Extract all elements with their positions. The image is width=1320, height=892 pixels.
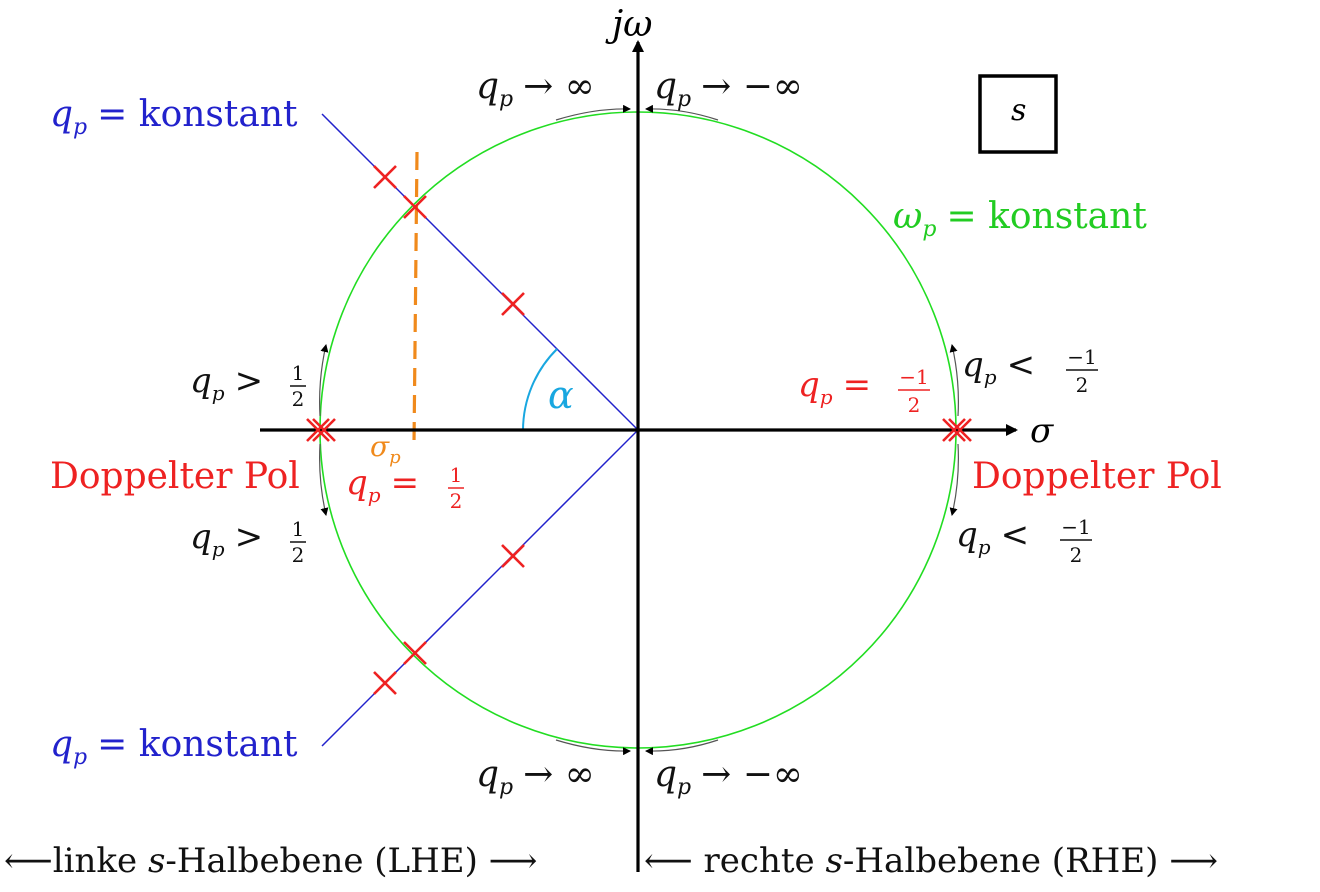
s-plane-box: [978, 74, 1058, 154]
svg-text:qp→ −∞: qp → −∞: [654, 66, 803, 112]
svg-text:ωp= konstant: ωp = konstant: [893, 196, 1147, 242]
svg-text:2: 2: [292, 543, 305, 567]
pole-x: [403, 195, 427, 219]
svg-text:1: 1: [450, 463, 463, 487]
svg-text:−1: −1: [1067, 345, 1096, 369]
svg-text:qp<: qp <: [956, 515, 1029, 559]
svg-text:qp=: qp =: [798, 365, 871, 409]
pole-x: [501, 292, 525, 316]
s-plane-label: s: [1011, 93, 1026, 128]
left-arc-upper: [319, 344, 329, 417]
svg-text:2: 2: [1076, 373, 1089, 397]
svg-text:σp: σp: [370, 430, 401, 468]
svg-text:−1: −1: [899, 365, 928, 389]
svg-text:⟵linke s-Halbebene (LHE) ⟶: ⟵linke s-Halbebene (LHE) ⟶: [4, 841, 537, 881]
double-pole-left-x: [306, 418, 336, 442]
top-arc-right: [645, 104, 719, 121]
pole-x: [403, 641, 427, 665]
svg-text:qp= konstant: qp = konstant: [50, 724, 298, 770]
right-annotation-upper: qp < −1 2: [962, 345, 1098, 397]
poles: [306, 165, 972, 695]
top-annotation-left: qp → ∞: [476, 66, 595, 112]
alpha-label: α: [548, 373, 574, 417]
top-arc-left: [555, 104, 631, 121]
double-pole-right-label: Doppelter Pol qp = −1 2: [798, 365, 1222, 497]
svg-text:1: 1: [292, 517, 305, 541]
qp-line-lower: [321, 429, 639, 747]
left-arc-lower: [319, 443, 329, 516]
sigma-p-line: [412, 151, 419, 445]
svg-text:−1: −1: [1061, 515, 1090, 539]
jomega-label: jω: [605, 4, 653, 45]
svg-text:2: 2: [450, 489, 463, 513]
bottom-arc-left: [555, 739, 631, 756]
svg-text:2: 2: [292, 387, 305, 411]
svg-text:qp>: qp >: [190, 517, 263, 561]
right-arc-lower: [949, 443, 959, 516]
qp-line-upper: [321, 113, 639, 431]
sigma-p-label: σp: [370, 430, 401, 468]
svg-text:⟵ rechte s-Halbebene (RHE) ⟶: ⟵ rechte s-Halbebene (RHE) ⟶: [644, 841, 1218, 881]
svg-text:qp<: qp <: [962, 345, 1035, 389]
pole-x: [373, 671, 397, 695]
svg-text:qp>: qp >: [190, 361, 263, 405]
top-annotation-right: qp → −∞: [654, 66, 803, 112]
left-annotation-upper: qp > 1 2: [190, 361, 306, 411]
qp-konstant-lower-label: qp = konstant: [50, 724, 298, 770]
double-pole-left-label: Doppelter Pol qp = 1 2: [50, 456, 464, 513]
bottom-annotation-right: qp → −∞: [654, 754, 803, 800]
pole-x: [373, 165, 397, 189]
pole-x: [501, 544, 525, 568]
double-pole-right-x: [942, 418, 972, 442]
right-arc-upper: [949, 344, 959, 417]
left-annotation-lower: qp > 1 2: [190, 517, 306, 567]
svg-text:Doppelter Pol: Doppelter Pol: [972, 456, 1222, 497]
svg-text:qp= konstant: qp = konstant: [50, 94, 298, 140]
sigma-label: σ: [1030, 411, 1054, 451]
svg-text:2: 2: [908, 393, 921, 417]
bottom-arc-right: [645, 739, 719, 756]
alpha-arc: [522, 348, 558, 431]
bottom-annotation-left: qp → ∞: [476, 754, 595, 800]
svg-text:Doppelter Pol: Doppelter Pol: [50, 456, 300, 497]
svg-text:qp→ −∞: qp → −∞: [654, 754, 803, 800]
svg-text:qp=: qp =: [346, 463, 419, 507]
omega-konstant-label: ωp = konstant: [893, 196, 1147, 242]
svg-text:qp→ ∞: qp → ∞: [476, 66, 595, 112]
svg-text:1: 1: [292, 361, 305, 385]
qp-konstant-upper-label: qp = konstant: [50, 94, 298, 140]
svg-text:2: 2: [1070, 543, 1083, 567]
svg-text:qp→ ∞: qp → ∞: [476, 754, 595, 800]
right-annotation-lower: qp < −1 2: [956, 515, 1092, 567]
bottom-caption: ⟵linke s-Halbebene (LHE) ⟶ ⟵ rechte s-Ha…: [4, 841, 1218, 881]
